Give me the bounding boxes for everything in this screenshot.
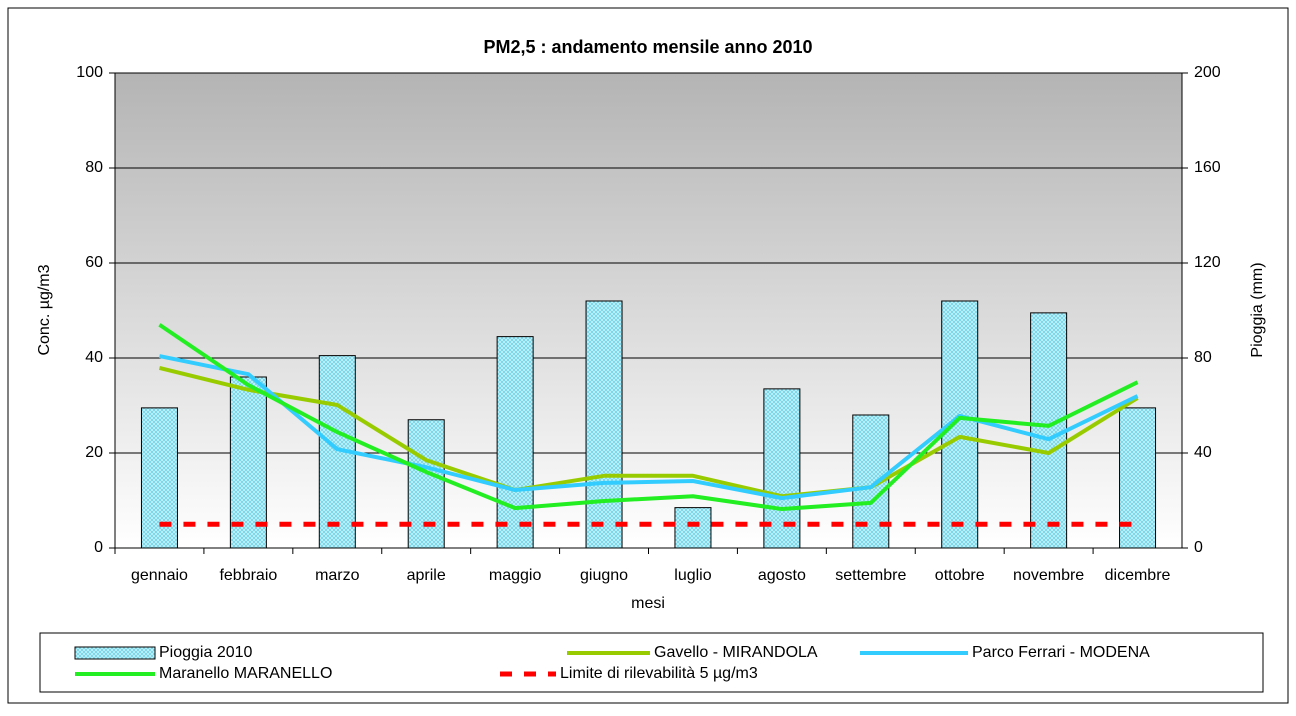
legend-label: Maranello MARANELLO <box>159 665 332 682</box>
legend-label: Parco Ferrari - MODENA <box>972 644 1150 661</box>
x-tick-label: giugno <box>580 567 628 584</box>
y2-axis-label: Pioggia (mm) <box>1249 262 1266 357</box>
bar <box>407 419 445 549</box>
x-axis-label: mesi <box>631 595 665 612</box>
y-tick-label: 0 <box>94 539 103 556</box>
y2-tick-label: 80 <box>1194 349 1212 366</box>
bar <box>585 300 623 549</box>
y-tick-label: 40 <box>85 349 103 366</box>
y2-tick-label: 0 <box>1194 539 1203 556</box>
plot-background <box>115 73 1182 548</box>
legend-label: Gavello - MIRANDOLA <box>654 644 818 661</box>
y2-tick-label: 120 <box>1194 254 1221 271</box>
x-tick-label: febbraio <box>219 567 277 584</box>
bar <box>140 407 178 549</box>
x-tick-label: aprile <box>407 567 446 584</box>
y-tick-label: 80 <box>85 159 103 176</box>
x-tick-label: maggio <box>489 567 542 584</box>
y2-tick-label: 40 <box>1194 444 1212 461</box>
bar <box>1030 312 1068 549</box>
legend-swatch <box>74 646 156 660</box>
x-tick-label: luglio <box>674 567 711 584</box>
x-tick-label: ottobre <box>935 567 985 584</box>
legend-label: Pioggia 2010 <box>159 644 253 661</box>
bar <box>229 376 267 549</box>
x-tick-label: settembre <box>835 567 906 584</box>
chart-title: PM2,5 : andamento mensile anno 2010 <box>483 37 812 57</box>
bar <box>763 388 801 549</box>
legend-label: Limite di rilevabilità 5 µg/m3 <box>560 665 758 682</box>
line <box>158 366 1139 499</box>
y2-tick-label: 160 <box>1194 159 1221 176</box>
x-tick-label: dicembre <box>1105 567 1171 584</box>
bar <box>496 336 534 549</box>
legend <box>39 632 1264 693</box>
line <box>158 323 1139 512</box>
y-tick-label: 60 <box>85 254 103 271</box>
x-tick-label: marzo <box>315 567 360 584</box>
x-tick-label: novembre <box>1013 567 1084 584</box>
y-tick-label: 100 <box>76 64 103 81</box>
bar <box>674 507 712 549</box>
bar <box>1119 407 1157 549</box>
y2-tick-label: 200 <box>1194 64 1221 81</box>
y-axis-label: Conc. µg/m3 <box>36 264 53 355</box>
y-tick-label: 20 <box>85 444 103 461</box>
x-tick-label: agosto <box>758 567 806 584</box>
x-tick-label: gennaio <box>131 567 188 584</box>
